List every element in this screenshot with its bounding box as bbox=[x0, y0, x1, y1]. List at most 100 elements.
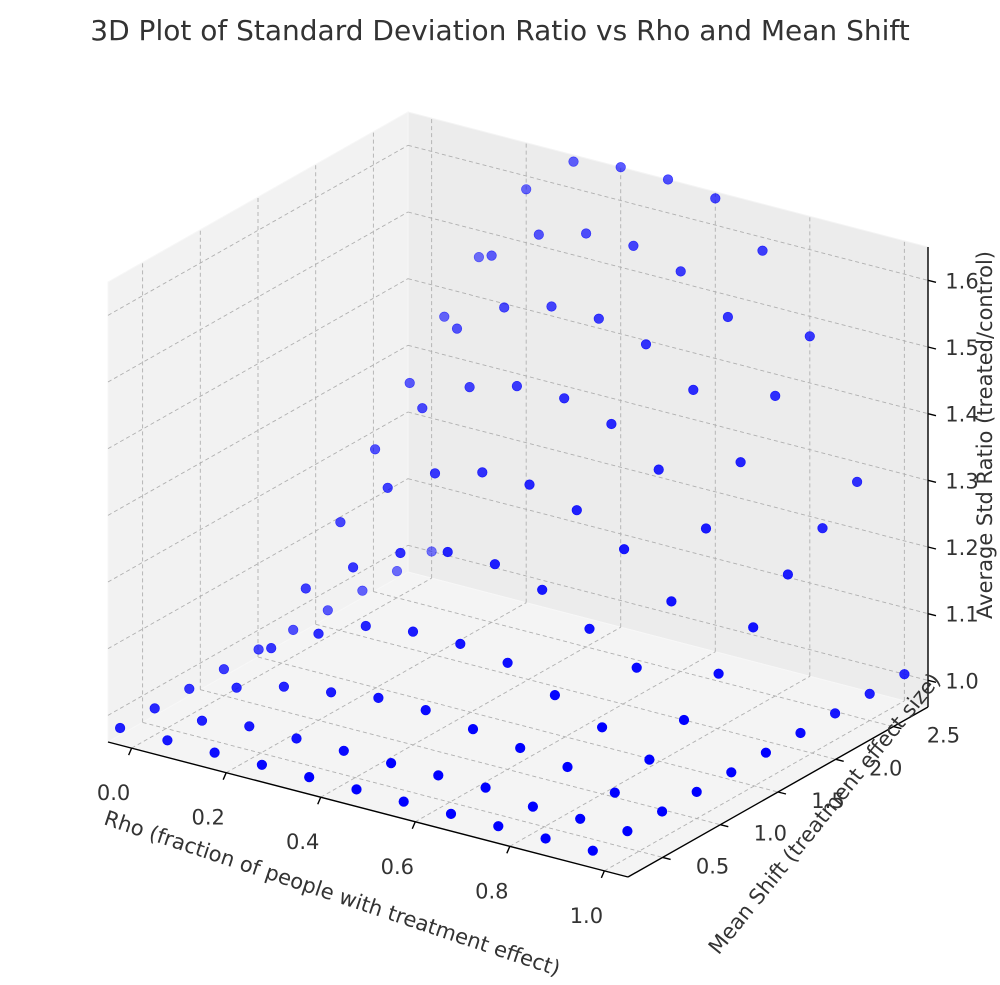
grid-line-z-back bbox=[407, 144, 929, 281]
y-tick-label: 2.5 bbox=[927, 724, 960, 748]
grid-line-x-floor bbox=[131, 577, 432, 749]
data-point bbox=[609, 787, 620, 798]
grid-line-z-side bbox=[107, 411, 409, 583]
grid-line-z-back bbox=[407, 478, 929, 615]
x-tick-mark bbox=[317, 796, 322, 805]
x-tick-mark bbox=[127, 747, 133, 756]
data-point bbox=[253, 644, 264, 655]
data-point bbox=[700, 523, 712, 534]
data-point bbox=[407, 626, 419, 637]
data-point bbox=[615, 162, 626, 173]
grid-line-y-floor bbox=[257, 656, 779, 793]
data-point bbox=[322, 605, 333, 616]
grid-line-y-floor bbox=[200, 689, 721, 826]
data-point bbox=[527, 801, 539, 812]
y-tick-label: 1.0 bbox=[754, 822, 787, 846]
z-tick-label: 1.6 bbox=[945, 269, 978, 293]
grid-line-x-floor bbox=[320, 626, 621, 798]
data-point bbox=[417, 403, 428, 414]
data-point bbox=[691, 786, 702, 798]
data-point bbox=[571, 505, 582, 516]
data-point bbox=[511, 381, 523, 392]
data-point bbox=[464, 382, 475, 393]
data-point bbox=[713, 668, 724, 679]
grid-line-z-side bbox=[107, 344, 409, 516]
data-point bbox=[656, 806, 668, 817]
z-tick-label: 1.2 bbox=[945, 536, 978, 560]
data-point bbox=[420, 704, 431, 716]
data-point bbox=[162, 735, 173, 746]
axis-lines bbox=[107, 247, 937, 879]
grid-lines bbox=[107, 118, 929, 872]
data-point bbox=[467, 723, 479, 735]
data-point bbox=[351, 784, 362, 795]
data-point bbox=[244, 721, 255, 732]
data-point bbox=[575, 813, 586, 824]
data-point bbox=[804, 331, 815, 342]
x-tick-label: 0.6 bbox=[381, 855, 414, 879]
data-point bbox=[489, 559, 501, 570]
data-point bbox=[662, 174, 674, 185]
y-tick-label: 1.5 bbox=[811, 789, 844, 813]
data-point bbox=[864, 688, 875, 699]
x-tick-mark bbox=[600, 870, 606, 879]
data-point bbox=[688, 384, 699, 396]
grid-line-z-side bbox=[107, 478, 409, 650]
data-point bbox=[622, 825, 633, 837]
data-point bbox=[360, 620, 371, 632]
y-tick-mark bbox=[835, 758, 844, 762]
data-point bbox=[851, 476, 863, 488]
data-point bbox=[757, 245, 768, 256]
data-point bbox=[473, 252, 485, 263]
z-tick-mark bbox=[927, 412, 937, 417]
y-tick-label: 0.5 bbox=[696, 854, 729, 878]
y-tick-mark bbox=[662, 856, 671, 861]
data-point bbox=[313, 628, 324, 639]
data-point bbox=[618, 544, 630, 555]
data-point bbox=[606, 418, 617, 430]
data-point bbox=[675, 266, 686, 277]
grid-line-z-side bbox=[107, 144, 409, 316]
z-tick-mark bbox=[927, 679, 937, 684]
data-point bbox=[209, 747, 220, 758]
data-point bbox=[817, 523, 828, 534]
data-point bbox=[631, 662, 642, 673]
data-point bbox=[735, 457, 746, 468]
z-tick-mark bbox=[927, 612, 937, 617]
z-tick-mark bbox=[927, 346, 937, 350]
data-point bbox=[451, 323, 463, 334]
data-point bbox=[391, 565, 403, 577]
data-point bbox=[653, 464, 664, 475]
data-point bbox=[562, 761, 573, 773]
data-point bbox=[326, 687, 337, 698]
grid-line-x-floor bbox=[509, 675, 811, 847]
data-point bbox=[726, 767, 737, 778]
grid-line-x-floor bbox=[604, 700, 905, 872]
data-point bbox=[442, 546, 453, 558]
y-tick-label: 2.0 bbox=[869, 756, 902, 780]
data-point bbox=[770, 390, 781, 402]
z-tick-mark bbox=[927, 479, 937, 484]
data-point bbox=[568, 156, 579, 167]
x-tick-mark bbox=[222, 772, 227, 780]
data-point bbox=[549, 689, 561, 701]
data-point bbox=[291, 733, 302, 744]
data-point bbox=[584, 623, 595, 634]
data-point bbox=[433, 770, 444, 781]
axis-panes bbox=[106, 111, 930, 878]
data-point bbox=[114, 722, 126, 734]
data-point bbox=[455, 638, 466, 650]
x-tick-label: 0.8 bbox=[475, 879, 508, 903]
grid-line-y-floor bbox=[315, 623, 836, 760]
data-point bbox=[149, 703, 160, 714]
data-point bbox=[493, 821, 504, 832]
data-point bbox=[537, 584, 548, 595]
data-point bbox=[278, 681, 290, 692]
data-point bbox=[445, 808, 457, 820]
data-point bbox=[486, 250, 497, 261]
y-tick-mark bbox=[777, 791, 787, 795]
data-point bbox=[795, 727, 806, 739]
grid-line-z-back bbox=[407, 211, 929, 348]
data-point bbox=[540, 833, 551, 844]
